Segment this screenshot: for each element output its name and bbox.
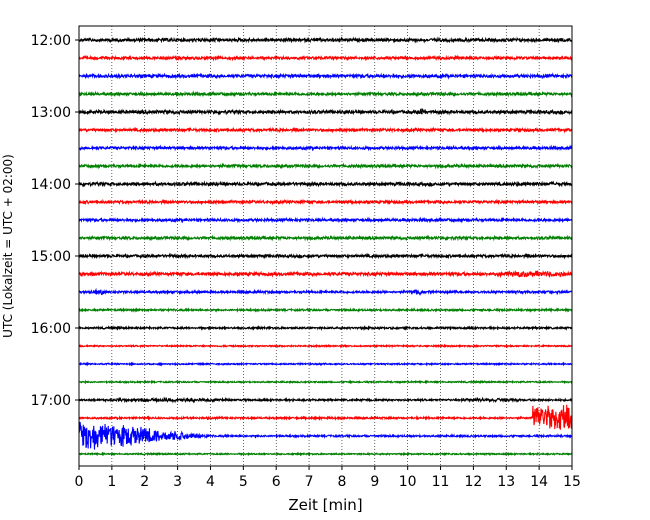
trace-line [79,144,572,152]
trace-line [79,234,572,242]
y-tick-label: 17:00 [31,393,71,409]
x-tick-label: 5 [239,474,248,490]
trace-line [79,90,572,98]
trace-line [79,343,572,349]
trace-line [79,270,572,279]
y-tick-label: 13:00 [31,105,71,121]
trace-line [79,36,572,44]
y-axis-ticks: 12:00 13:00 14:00 15:00 16:00 17:00 [31,33,79,409]
x-tick-label: 1 [107,474,116,490]
trace-line [79,162,572,170]
x-tick-label: 11 [432,474,450,490]
trace-line [79,198,572,206]
y-axis-label: UTC (Lokalzeit = UTC + 02:00) [1,154,15,338]
x-tick-label: 6 [272,474,281,490]
x-tick-label: 8 [337,474,346,490]
trace-line [79,451,572,457]
x-tick-label: 7 [305,474,314,490]
trace-line [79,404,572,430]
x-tick-label: 2 [140,474,149,490]
trace-line [79,126,572,134]
x-tick-label: 9 [370,474,379,490]
seismogram-traces [79,36,572,457]
x-tick-label: 15 [563,474,581,490]
trace-line [79,379,572,385]
trace-line [79,396,572,404]
x-tick-label: 0 [75,474,84,490]
y-tick-label: 14:00 [31,177,71,193]
trace-line [79,108,572,116]
trace-line [79,421,572,450]
plot-frame [78,25,573,467]
y-tick-label: 16:00 [31,321,71,337]
x-tick-label: 10 [399,474,417,490]
trace-line [79,180,572,188]
x-tick-label: 3 [173,474,182,490]
trace-line [79,54,572,62]
x-tick-label: 14 [530,474,548,490]
y-tick-label: 15:00 [31,249,71,265]
x-tick-label: 4 [206,474,215,490]
grid-lines [111,26,540,466]
x-axis-ticks: 0 1 2 3 4 5 6 7 8 9 10 11 12 13 14 15 [75,466,581,490]
trace-line [79,361,572,367]
trace-line [79,287,572,296]
x-axis-label: Zeit [min] [288,496,362,514]
trace-line [79,72,572,80]
x-tick-label: 12 [464,474,482,490]
y-tick-label: 12:00 [31,33,71,49]
trace-line [79,324,572,332]
trace-line [79,307,572,313]
x-tick-label: 13 [497,474,515,490]
trace-line [79,216,572,224]
trace-line [79,252,572,260]
